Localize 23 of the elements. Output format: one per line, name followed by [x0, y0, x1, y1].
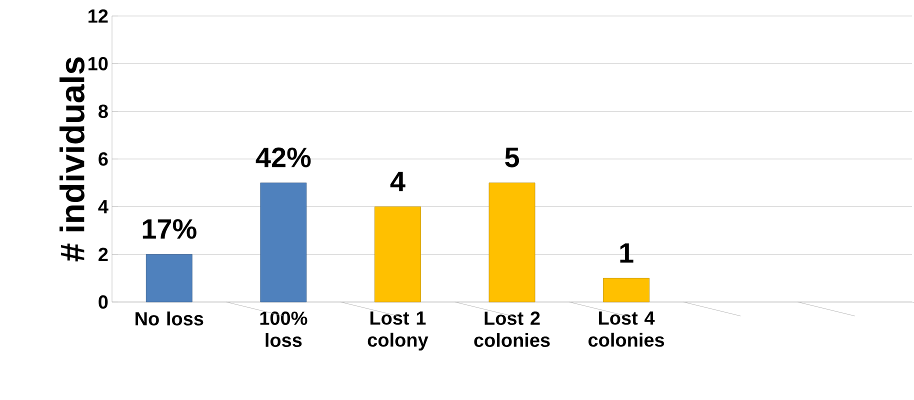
y-tick-label: 6 — [98, 152, 108, 166]
y-tick-label: 10 — [88, 56, 108, 70]
y-tick-label: 0 — [98, 295, 108, 309]
bar — [146, 254, 192, 302]
bar — [260, 182, 307, 302]
x-tick-label: Lost 1 colony — [368, 312, 428, 351]
y-tick-label: 4 — [98, 200, 108, 214]
data-label: 4 — [390, 172, 406, 192]
bar — [603, 278, 650, 302]
x-tick-label: No loss — [136, 312, 204, 326]
x-tick-label: Lost 4 colonies — [588, 312, 664, 347]
annotation: 17% — [142, 219, 196, 239]
x-tick-label: 100% loss — [260, 312, 308, 347]
bar — [374, 206, 421, 302]
bar — [488, 182, 536, 302]
y-tick-label: 8 — [98, 104, 108, 118]
x-tick-label: Lost 2 colonies — [474, 312, 550, 347]
data-label: 1 — [620, 243, 634, 263]
data-label: 5 — [505, 148, 520, 168]
y-tick-label: 2 — [98, 248, 108, 261]
annotation: 42% — [256, 148, 311, 168]
y-axis-title: # individuals — [60, 57, 85, 262]
y-tick-label: 12 — [88, 9, 108, 23]
